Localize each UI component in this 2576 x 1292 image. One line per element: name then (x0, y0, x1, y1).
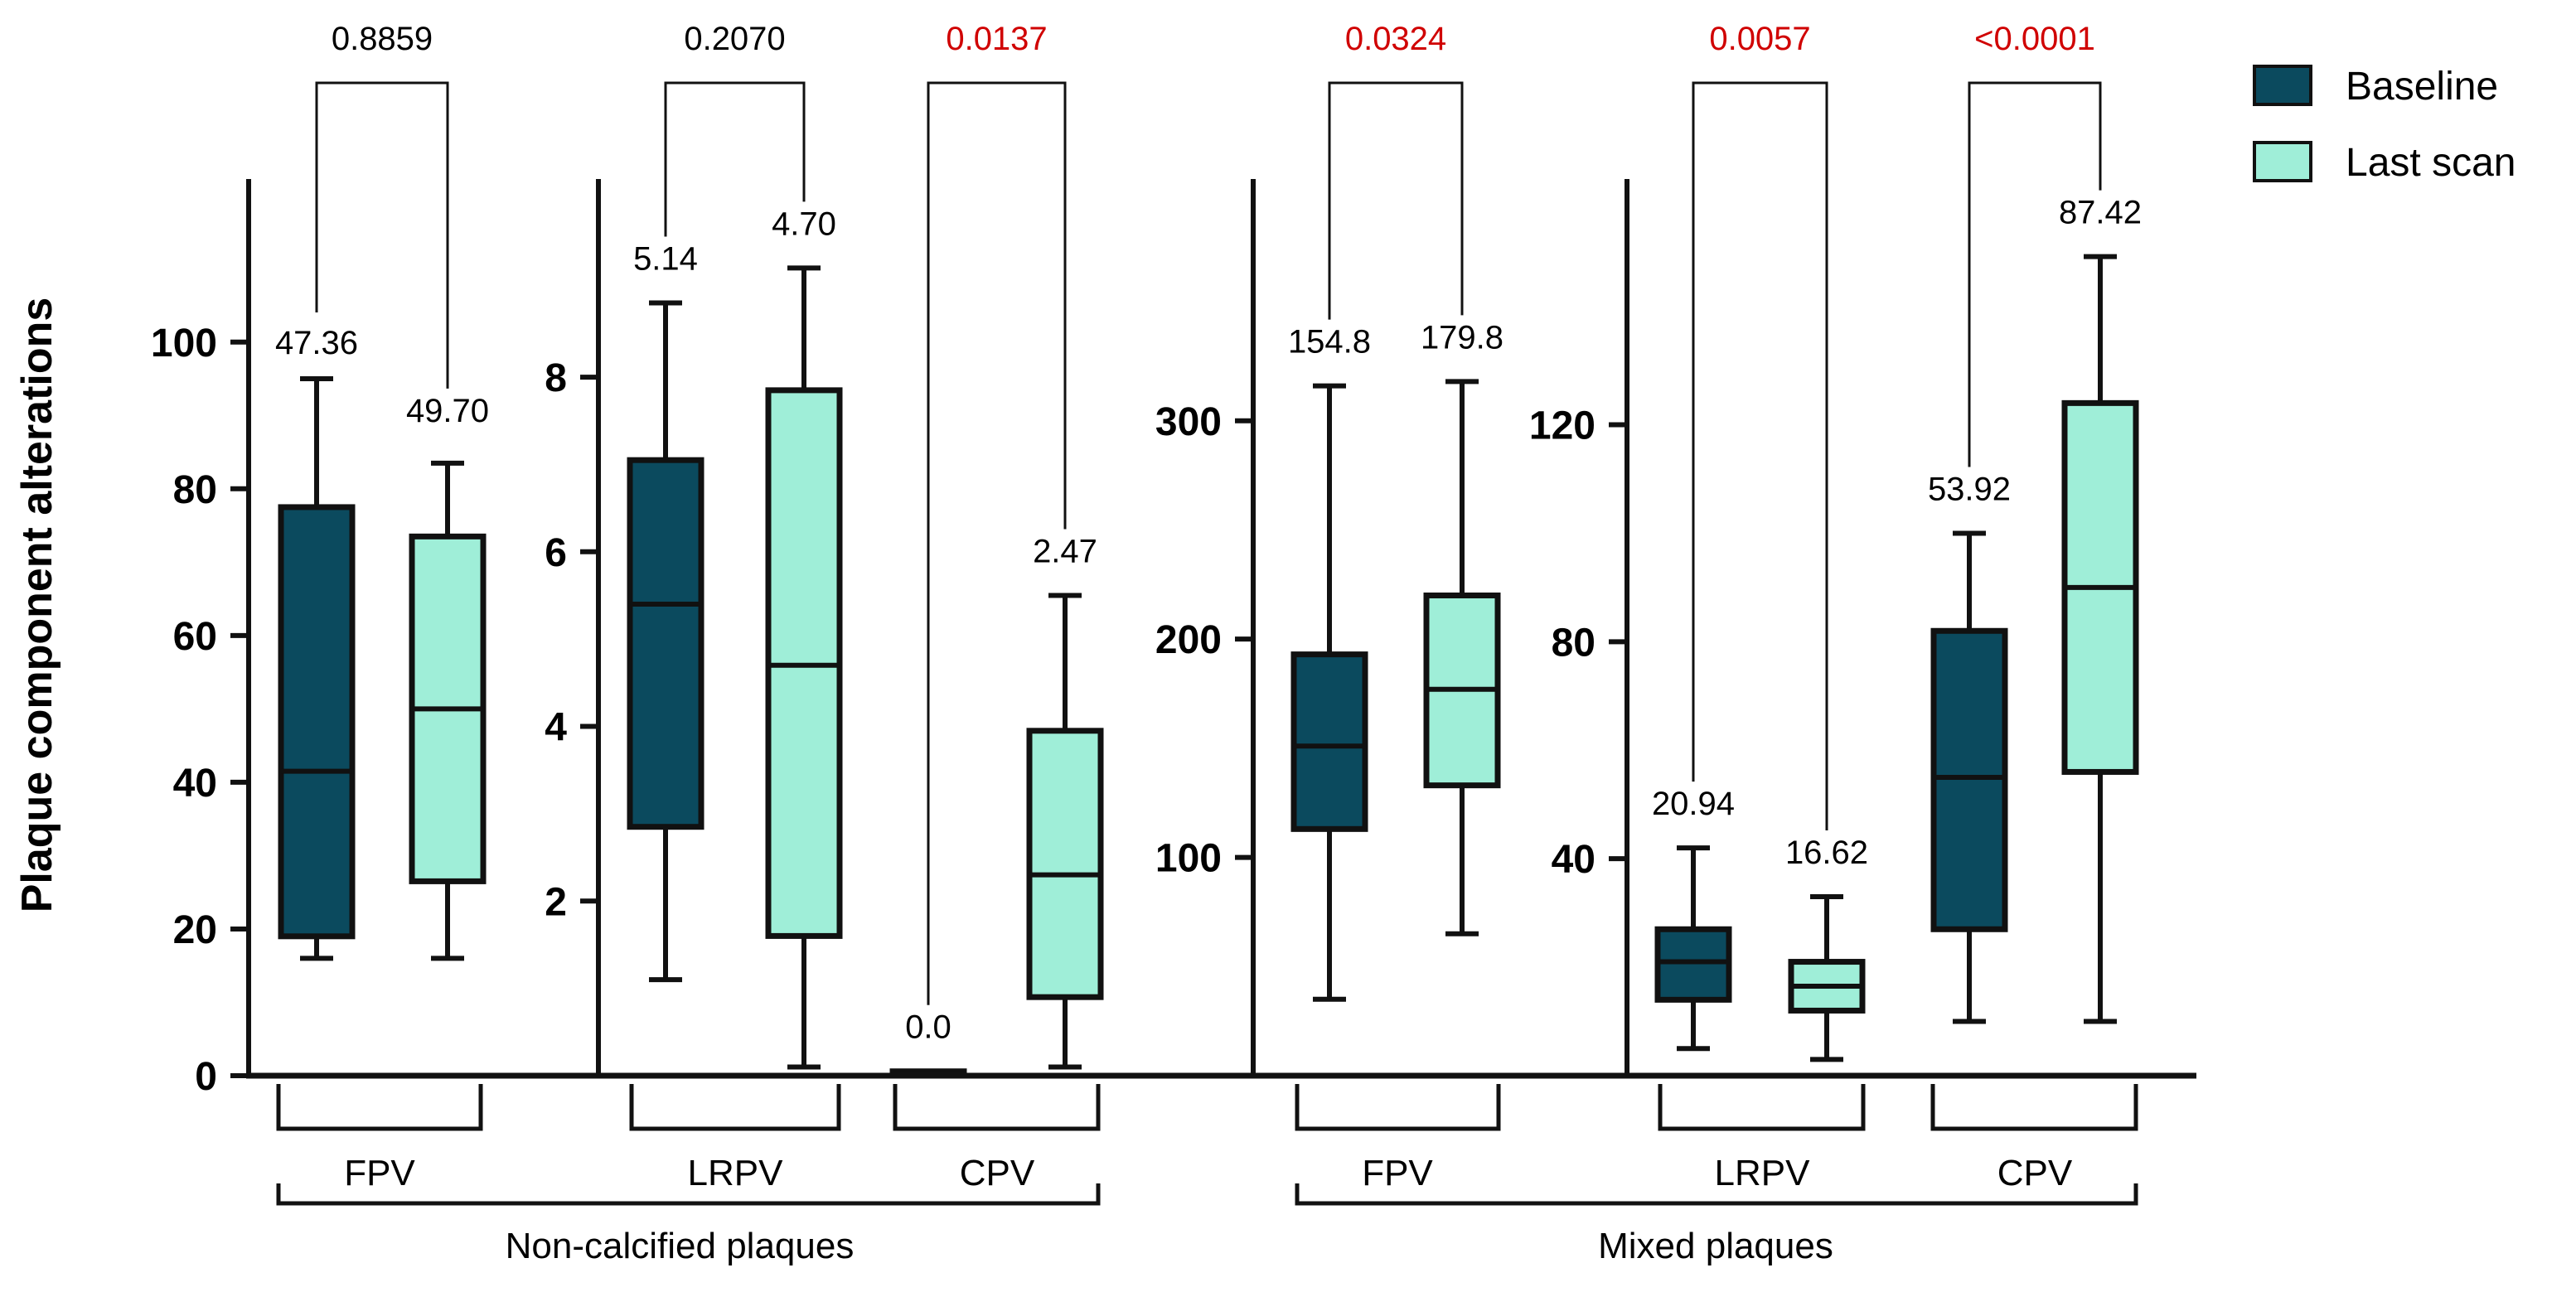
box-value-label: 49.70 (406, 393, 489, 429)
y-tick-label: 120 (1529, 404, 1595, 448)
box-value-label: 154.8 (1288, 324, 1371, 361)
y-tick-label: 2 (545, 880, 567, 924)
box-value-label: 4.70 (772, 206, 836, 242)
box-value-label: 16.62 (1785, 835, 1868, 871)
significance-bracket (1692, 81, 1828, 830)
legend-label-baseline: Baseline (2346, 65, 2498, 109)
p-value-label: 0.0137 (946, 21, 1047, 57)
p-value-label: 0.0324 (1345, 21, 1446, 57)
subgroup-label: CPV (960, 1153, 1035, 1193)
box-value-label: 20.94 (1652, 786, 1735, 822)
y-axis-label: Plaque component alterations (13, 298, 61, 913)
box-iqr (627, 457, 705, 830)
subgroup-bracket (1295, 1084, 1501, 1131)
box-value-label: 53.92 (1928, 471, 2011, 507)
y-tick-label: 100 (1155, 837, 1222, 881)
subgroup-bracket (893, 1084, 1101, 1131)
box-value-label: 2.47 (1033, 533, 1097, 569)
subgroup-bracket (1658, 1084, 1866, 1131)
box-value-label: 87.42 (2059, 195, 2142, 231)
y-tick-label: 100 (151, 322, 217, 365)
y-tick-label: 8 (545, 356, 567, 400)
box-iqr (1290, 651, 1368, 832)
p-value-label: 0.0057 (1709, 21, 1810, 57)
y-tick-label: 80 (173, 468, 217, 512)
legend: Baseline Last scan (2253, 65, 2515, 185)
y-tick-label: 0 (195, 1055, 217, 1099)
significance-bracket (315, 81, 449, 389)
legend-label-last-scan: Last scan (2346, 141, 2515, 185)
group-bracket (1295, 1183, 2138, 1206)
subgroup-bracket (629, 1084, 841, 1131)
box-value-label: 47.36 (275, 325, 358, 361)
box-iqr (1654, 926, 1732, 1003)
subgroup-label: LRPV (1715, 1153, 1811, 1193)
p-value-label: 0.2070 (684, 21, 785, 57)
box-value-label: 179.8 (1421, 319, 1503, 356)
significance-bracket (664, 81, 806, 237)
y-tick-label: 20 (173, 908, 217, 952)
legend-swatch-baseline (2253, 65, 2312, 106)
y-tick-label: 60 (173, 615, 217, 659)
group-label: Mixed plaques (1598, 1226, 1833, 1266)
box-iqr (1930, 627, 2008, 932)
group-label: Non-calcified plaques (506, 1226, 855, 1266)
subgroup-label: FPV (1362, 1153, 1433, 1193)
y-tick-label: 40 (173, 762, 217, 806)
subgroup-bracket (1930, 1084, 2138, 1131)
subgroup-label: CPV (1997, 1153, 2073, 1193)
box-value-label: 5.14 (633, 241, 698, 278)
y-tick-label: 40 (1552, 838, 1595, 882)
subgroup-label: LRPV (688, 1153, 784, 1193)
box-iqr (1026, 728, 1104, 1000)
y-tick-label: 80 (1552, 621, 1595, 665)
subgroup-bracket (276, 1084, 483, 1131)
significance-bracket (927, 81, 1067, 1005)
legend-swatch-last-scan (2253, 141, 2312, 182)
subgroup-label: FPV (344, 1153, 415, 1193)
y-tick-label: 4 (545, 706, 567, 750)
significance-bracket (1968, 81, 2102, 467)
significance-bracket (1328, 81, 1464, 320)
group-bracket (276, 1183, 1101, 1206)
p-value-label: 0.8859 (332, 21, 433, 57)
p-value-label: <0.0001 (1974, 21, 2095, 57)
y-tick-label: 6 (545, 531, 567, 575)
y-tick-label: 300 (1155, 400, 1222, 444)
box-value-label: 0.0 (905, 1009, 951, 1046)
box-iqr (278, 504, 356, 940)
y-tick-label: 200 (1155, 618, 1222, 662)
plot-layer: 0 20 40 60 80 100 47.36 49.70 0.8859 2 4 6 8 5.14 4.70… (151, 21, 2196, 1266)
